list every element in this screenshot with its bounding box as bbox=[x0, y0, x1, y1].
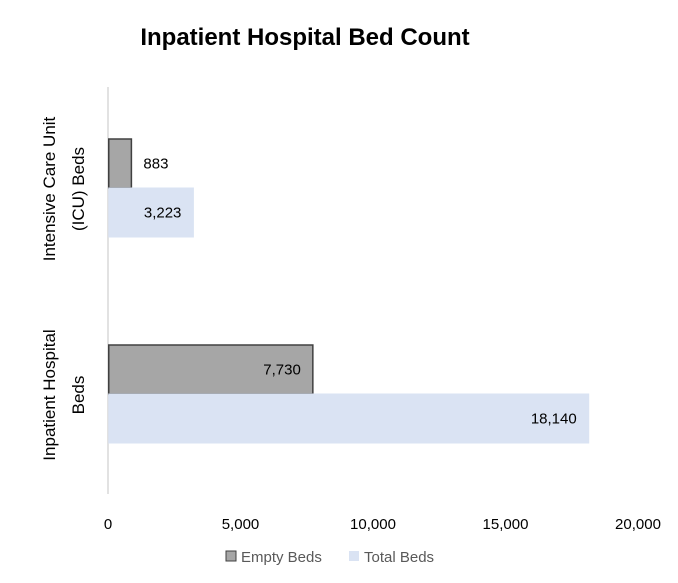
x-tick-label: 10,000 bbox=[350, 516, 396, 533]
data-label-total-inpatient: 18,140 bbox=[531, 411, 577, 428]
bar-total-inpatient bbox=[108, 393, 590, 444]
data-label-empty-icu: 883 bbox=[143, 156, 168, 173]
bar-total-icu bbox=[108, 187, 194, 238]
legend-empty-beds-label: Empty Beds bbox=[241, 549, 322, 566]
category-label-icu-line-2: (ICU) Beds bbox=[69, 147, 88, 231]
legend-total-beds-label: Total Beds bbox=[364, 549, 434, 566]
x-tick-label: 5,000 bbox=[222, 516, 260, 533]
legend: Empty Beds Total Beds bbox=[225, 549, 434, 566]
legend-total-beds-swatch bbox=[349, 551, 359, 561]
chart-title: Inpatient Hospital Bed Count bbox=[140, 24, 469, 51]
data-label-total-icu: 3,223 bbox=[144, 205, 182, 222]
category-label-inpatient-line-1: Inpatient Hospital bbox=[40, 329, 59, 460]
data-label-empty-inpatient: 7,730 bbox=[263, 362, 301, 379]
x-tick-label: 15,000 bbox=[483, 516, 529, 533]
x-tick-label: 0 bbox=[104, 516, 112, 533]
bar-empty-inpatient bbox=[108, 344, 314, 395]
bars-layer: 883 3,223 7,730 18,140 bbox=[108, 138, 590, 444]
category-labels: Intensive Care Unit (ICU) Beds Inpatient H… bbox=[40, 116, 88, 460]
x-tick-label: 20,000 bbox=[615, 516, 661, 533]
category-label-icu-line-1: Intensive Care Unit bbox=[40, 116, 59, 261]
x-axis-ticks: 0 5,000 10,000 15,000 20,000 bbox=[104, 516, 661, 533]
category-label-inpatient-line-2: Beds bbox=[69, 376, 88, 415]
bar-empty-icu bbox=[108, 138, 133, 189]
legend-empty-beds-swatch bbox=[225, 550, 237, 562]
